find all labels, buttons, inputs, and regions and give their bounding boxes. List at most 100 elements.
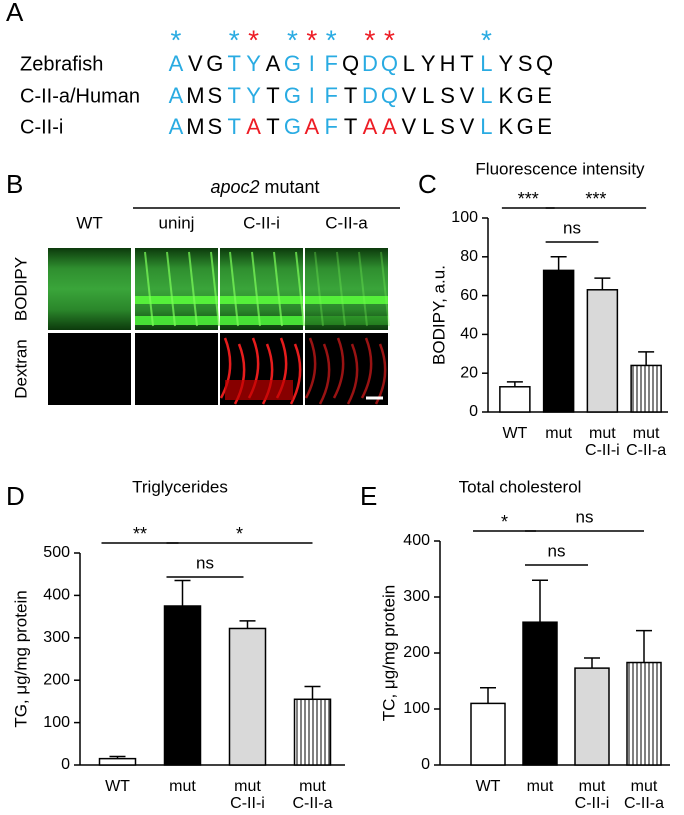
panel-label: A [6,0,24,27]
bar [522,621,558,766]
panel-label: D [6,481,25,511]
bar [98,757,137,766]
error-bar [638,351,655,366]
bar [542,269,575,413]
segment [336,251,346,327]
micrographs: WT uninj C-II-i C-II-a BODIPY Dextran [11,213,390,405]
bar [630,364,662,413]
significance-label: *** [518,189,539,209]
segment [295,251,305,327]
segment [358,251,368,327]
y-tick-label: 200 [403,644,430,661]
y-tick-label: 100 [403,700,430,717]
y-tick-label: 100 [43,714,70,731]
x-tick-label: mut [545,425,572,442]
bar [228,627,267,766]
segment [273,251,283,327]
significance-label: * [501,512,508,532]
y-tick-label: 0 [469,403,478,420]
marker: * [287,24,298,55]
y-axis-label: TC, μg/mg protein [379,585,398,721]
chart-title: Fluorescence intensity [475,159,645,178]
species-name: C-II-a/Human [20,85,140,107]
residue: V [401,114,416,139]
error-bar [532,579,548,623]
residue: D [362,51,378,76]
residue: Y [246,51,261,76]
vessel [220,316,303,325]
residue: T [227,83,240,108]
residue: K [498,83,513,108]
residue: L [403,51,415,76]
marker: * [229,24,240,55]
x-tick-label: mut [527,778,554,795]
bar [626,661,662,766]
residue: T [344,83,357,108]
error-bar [506,381,523,387]
marker: * [384,24,395,55]
dextran-signal [360,337,373,399]
residue: A [363,114,378,139]
residue: E [537,114,552,139]
residue: E [537,83,552,108]
vessel [305,296,388,304]
y-tick-label: 200 [43,671,70,688]
y-axis-label: TG, μg/mg protein [11,590,30,727]
group-text: mutant [265,177,320,197]
x-tick-label: WT [105,778,130,795]
x-tick-label: mut [169,778,196,795]
dextran-signal [304,337,317,399]
bar [293,698,332,766]
error-bar [480,686,496,704]
error-bar [239,620,256,629]
vessel [135,316,218,325]
marker: * [481,24,492,55]
y-tick-label: 400 [43,587,70,604]
residue: V [188,51,203,76]
residue: F [324,83,337,108]
residue: Y [421,51,436,76]
error-bar [594,277,611,290]
residue: G [284,114,301,139]
residue: S [440,83,455,108]
x-tick-label: mut [234,778,261,795]
x-tick-label: WT [502,425,527,442]
segment [144,251,154,327]
error-bar [584,657,600,669]
significance-label: * [236,524,243,544]
residue: Y [246,83,261,108]
dextran-blob [225,380,293,400]
y-tick-label: 20 [460,364,478,381]
residue: A [266,51,281,76]
residue: T [227,51,240,76]
vessel [305,316,388,325]
y-tick-label: 300 [43,629,70,646]
significance-label: ns [563,218,581,237]
dextran-signal [289,343,302,405]
residue: H [440,51,456,76]
residue: G [284,51,301,76]
residue: T [227,114,240,139]
residue: Q [381,51,398,76]
y-tick-label: 60 [460,287,478,304]
residue: Y [498,51,513,76]
group-label: apoc2 mutant [210,177,319,197]
residue: A [382,114,397,139]
image-dextran [305,333,388,405]
residue: Q [342,51,359,76]
significance-label: ns [548,541,566,560]
y-tick-label: 500 [43,544,70,561]
bar [586,289,619,413]
significance-label: ns [576,507,594,526]
significance-label: ns [196,553,214,572]
panel-label: E [360,481,377,511]
residue: Q [536,51,553,76]
image-dextran [135,333,218,405]
row-label: Dextran [11,339,30,399]
residue: I [309,83,315,108]
residue: V [460,114,475,139]
chart-title: Total cholesterol [459,477,582,496]
residue: A [304,114,319,139]
segment [380,251,390,327]
